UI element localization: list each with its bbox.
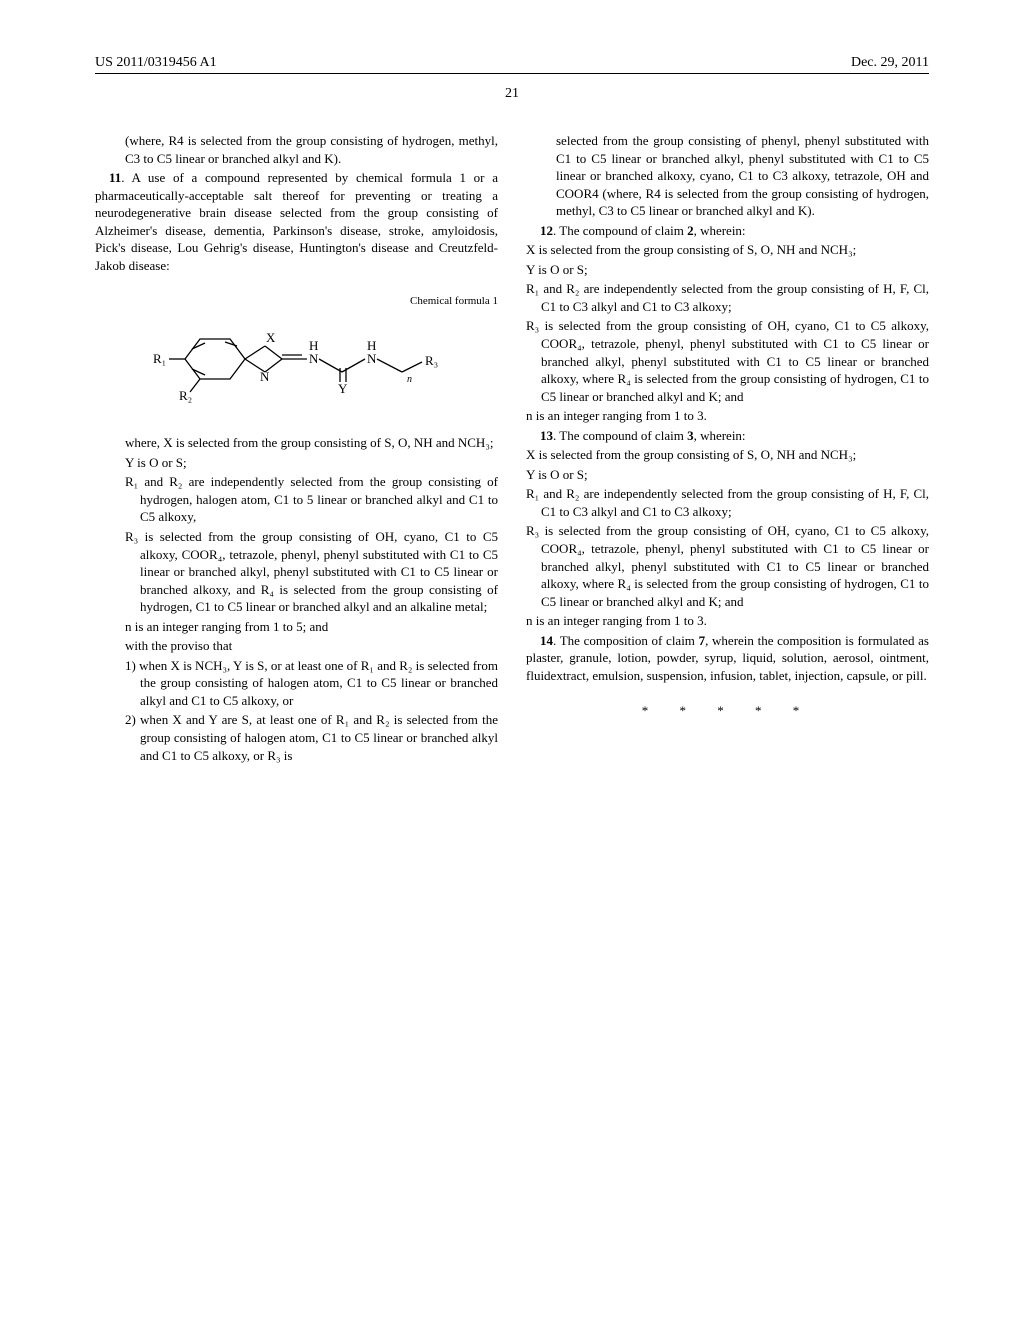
chem-n: n <box>407 374 412 385</box>
claim-11-text: . A use of a compound represented by che… <box>95 170 498 273</box>
claim-12-number: 12 <box>540 223 553 238</box>
page-header: US 2011/0319456 A1 Dec. 29, 2011 <box>95 55 929 71</box>
chem-N3: N <box>367 351 377 366</box>
left-column: (where, R4 is selected from the group co… <box>95 132 498 766</box>
claim-13-tail: , wherein: <box>694 428 746 443</box>
claim-14-text: . The composition of claim <box>553 633 699 648</box>
y-is: Y is O or S; <box>95 454 498 472</box>
claim-11: 11. A use of a compound represented by c… <box>95 169 498 274</box>
c13-n: n is an integer ranging from 1 to 3. <box>526 612 929 630</box>
chem-N2: N <box>309 351 319 366</box>
c12-n: n is an integer ranging from 1 to 3. <box>526 407 929 425</box>
chem-X: X <box>266 330 276 345</box>
chem-H2: H <box>367 338 376 353</box>
chem-R1: R₁ <box>153 351 166 366</box>
chem-R3: R₃ <box>425 353 438 368</box>
patent-page: US 2011/0319456 A1 Dec. 29, 2011 21 (whe… <box>0 0 1024 806</box>
claim-14-number: 14 <box>540 633 553 648</box>
c13-r3: R₃ is selected from the group consisting… <box>526 522 929 610</box>
claim-12-text: . The compound of claim <box>553 223 687 238</box>
header-rule <box>95 73 929 74</box>
claim-13: 13. The compound of claim 3, wherein: <box>526 427 929 445</box>
c12-r3: R₃ is selected from the group consisting… <box>526 317 929 405</box>
chem-Y: Y <box>338 381 348 396</box>
c12-y: Y is O or S; <box>526 261 929 279</box>
claim-12: 12. The compound of claim 2, wherein: <box>526 222 929 240</box>
right-column: selected from the group consisting of ph… <box>526 132 929 766</box>
publication-date: Dec. 29, 2011 <box>851 55 929 71</box>
claim-12-tail: , wherein: <box>694 223 746 238</box>
page-number: 21 <box>95 86 929 102</box>
proviso-1: 1) when X is NCH₃, Y is S, or at least o… <box>95 657 498 710</box>
proviso-2: 2) when X and Y are S, at least one of R… <box>95 711 498 764</box>
n-range: n is an integer ranging from 1 to 5; and <box>95 618 498 636</box>
c12-x: X is selected from the group consisting … <box>526 241 929 259</box>
chemical-structure: R₁ R₂ X N N H N H Y R₃ n <box>95 314 498 404</box>
fragment-r4: (where, R4 is selected from the group co… <box>95 132 498 167</box>
c13-r1r2: R₁ and R₂ are independently selected fro… <box>526 485 929 520</box>
chemical-structure-svg: R₁ R₂ X N N H N H Y R₃ n <box>147 314 447 404</box>
publication-number: US 2011/0319456 A1 <box>95 55 217 71</box>
r3: R₃ is selected from the group consisting… <box>95 528 498 616</box>
claim-13-text: . The compound of claim <box>553 428 687 443</box>
chem-N1: N <box>260 369 270 384</box>
c13-x: X is selected from the group consisting … <box>526 446 929 464</box>
claim-13-number: 13 <box>540 428 553 443</box>
where-x: where, X is selected from the group cons… <box>95 434 498 452</box>
r1-r2: R₁ and R₂ are independently selected fro… <box>95 473 498 526</box>
two-column-body: (where, R4 is selected from the group co… <box>95 132 929 766</box>
chemical-formula-label: Chemical formula 1 <box>95 294 498 309</box>
chem-R2: R₂ <box>179 388 192 403</box>
c13-y: Y is O or S; <box>526 466 929 484</box>
chem-H1: H <box>309 338 318 353</box>
claim-14: 14. The composition of claim 7, wherein … <box>526 632 929 685</box>
proviso: with the proviso that <box>95 637 498 655</box>
end-marker-stars: * * * * * <box>526 702 929 720</box>
c12-r1r2: R₁ and R₂ are independently selected fro… <box>526 280 929 315</box>
claim-11-number: 11 <box>109 170 121 185</box>
right-continuation: selected from the group consisting of ph… <box>526 132 929 220</box>
